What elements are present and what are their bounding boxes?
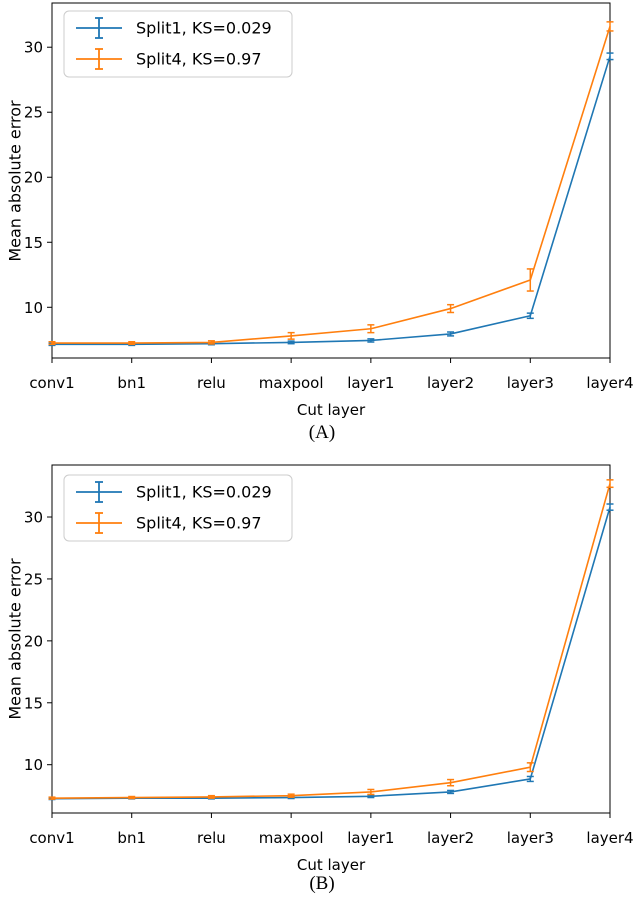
x-tick-label: layer2 — [427, 374, 474, 392]
x-axis-label-panel-b: Cut layer — [296, 856, 366, 874]
x-tick-label: conv1 — [29, 829, 74, 847]
y-tick-label: 20 — [24, 632, 43, 650]
x-tick-label: maxpool — [259, 374, 324, 392]
series-split1 — [48, 503, 614, 801]
x-tick-label: layer3 — [507, 374, 554, 392]
x-axis: conv1 bn1 relu maxpool layer1 layer2 layer3 lay… — [29, 813, 634, 847]
series-split4 — [48, 21, 614, 346]
y-tick-label: 10 — [24, 756, 43, 774]
y-tick-label: 30 — [24, 509, 43, 527]
legend-entry: Split4, KS=0.97 — [76, 512, 262, 534]
legend-label: Split1, KS=0.029 — [136, 19, 272, 38]
x-tick-label: layer3 — [507, 829, 554, 847]
series-line — [51, 506, 611, 800]
x-tick-label: conv1 — [29, 374, 74, 392]
plot-frame — [51, 2, 611, 359]
y-axis-label-panel-a: Mean absolute error — [5, 100, 25, 262]
y-tick-label: 15 — [24, 234, 43, 252]
y-tick-label: 10 — [24, 299, 43, 317]
x-tick-label: bn1 — [117, 374, 146, 392]
x-tick-label: layer1 — [347, 829, 394, 847]
y-axis-label-panel-b: Mean absolute error — [5, 558, 25, 720]
series-split1 — [48, 52, 614, 347]
x-tick-label: bn1 — [117, 829, 146, 847]
y-tick-label: 30 — [24, 39, 43, 57]
y-tick-label: 25 — [24, 104, 43, 122]
x-tick-label: layer4 — [586, 374, 633, 392]
series-line — [52, 56, 611, 346]
legend-label: Split1, KS=0.029 — [136, 483, 272, 502]
legend-label: Split4, KS=0.97 — [136, 50, 262, 69]
y-axis: 10 15 20 25 30 — [24, 39, 52, 317]
plot-frame — [51, 464, 611, 814]
legend: Split1, KS=0.029 Split4, KS=0.97 — [63, 10, 293, 78]
panel-caption-b: (B) — [309, 873, 335, 894]
x-axis: conv1 bn1 relu maxpool layer1 layer2 layer3 lay… — [29, 358, 634, 392]
x-tick-label: relu — [197, 374, 226, 392]
legend-entry: Split1, KS=0.029 — [76, 481, 272, 503]
x-tick-label: relu — [197, 829, 226, 847]
series-line — [51, 483, 611, 799]
y-tick-label: 25 — [24, 570, 43, 588]
panel-caption-a: (A) — [308, 422, 336, 443]
x-tick-label: layer2 — [427, 829, 474, 847]
legend-label: Split4, KS=0.97 — [136, 514, 262, 533]
x-axis-label-panel-a: Cut layer — [296, 401, 366, 419]
y-axis: 10 15 20 25 30 — [24, 509, 52, 774]
legend-entry: Split4, KS=0.97 — [76, 48, 262, 70]
chart-panel-b: 10 15 20 25 30 conv1 bn1 relu maxpool layer1 layer… — [24, 464, 634, 847]
y-tick-label: 15 — [24, 694, 43, 712]
x-tick-label: maxpool — [259, 829, 324, 847]
x-tick-label: layer1 — [347, 374, 394, 392]
x-tick-label: layer4 — [586, 829, 633, 847]
series-split4 — [48, 479, 614, 800]
series-line — [52, 26, 611, 344]
chart-panel-a: 10 15 20 25 30 conv1 bn1 relu maxpool layer1 layer… — [24, 2, 634, 392]
legend-entry: Split1, KS=0.029 — [76, 17, 272, 39]
y-tick-label: 20 — [24, 169, 43, 187]
legend: Split1, KS=0.029 Split4, KS=0.97 — [63, 474, 293, 542]
